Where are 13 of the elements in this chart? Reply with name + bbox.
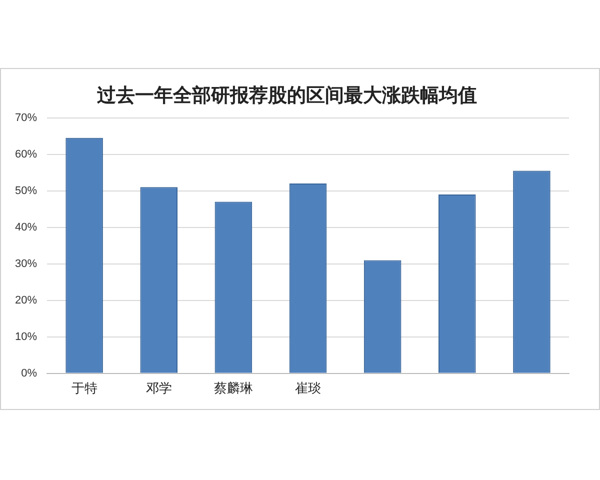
y-tick-label: 20%	[14, 294, 38, 306]
x-tick-label: 邓学	[146, 382, 172, 397]
x-tick-label: 于特	[71, 382, 98, 397]
y-tick-label: 60%	[14, 148, 38, 160]
y-tick-label: 10%	[14, 330, 38, 343]
y-tick-label: 30%	[14, 258, 38, 270]
y-tick-label: 70%	[14, 112, 38, 124]
y-tick-label: 40%	[14, 221, 38, 234]
y-tick-label: 50%	[14, 184, 38, 197]
x-tick-label: 崔琰	[295, 382, 322, 397]
y-tick-label: 0%	[21, 367, 38, 380]
x-tick-label: 蔡麟琳	[214, 382, 253, 397]
chart-title: 过去一年全部研报荐股的区间最大涨跌幅均值	[96, 84, 477, 106]
